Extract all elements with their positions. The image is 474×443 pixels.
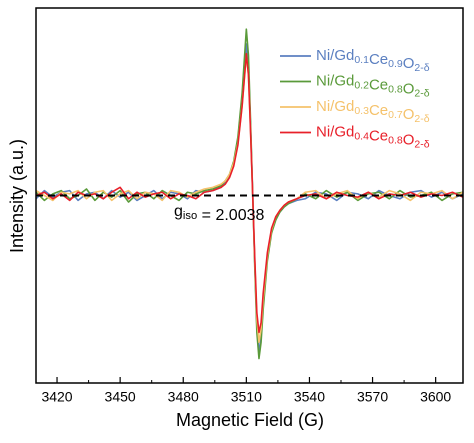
plot-frame (35, 7, 464, 384)
y-axis-label: Intensity (a.u.) (7, 139, 27, 253)
x-tick-label: 3540 (294, 389, 325, 405)
legend-label: Ni/Gd0.3Ce0.7O2-δ (316, 98, 430, 125)
x-tick-label: 3480 (168, 389, 199, 405)
x-tick-label: 3420 (41, 389, 72, 405)
legend-label: Ni/Gd0.1Ce0.9O2-δ (316, 47, 430, 74)
x-axis-label: Magnetic Field (G) (176, 410, 324, 430)
series-line (36, 52, 463, 334)
legend-label: Ni/Gd0.2Ce0.8O2-δ (316, 72, 430, 99)
x-tick-label: 3510 (231, 389, 262, 405)
x-tick-label: 3600 (420, 389, 451, 405)
x-tick-label: 3450 (105, 389, 136, 405)
annotation: giso = 2.0038 (174, 203, 264, 224)
legend-label: Ni/Gd0.4Ce0.8O2-δ (316, 123, 430, 150)
x-tick-label: 3570 (357, 389, 388, 405)
